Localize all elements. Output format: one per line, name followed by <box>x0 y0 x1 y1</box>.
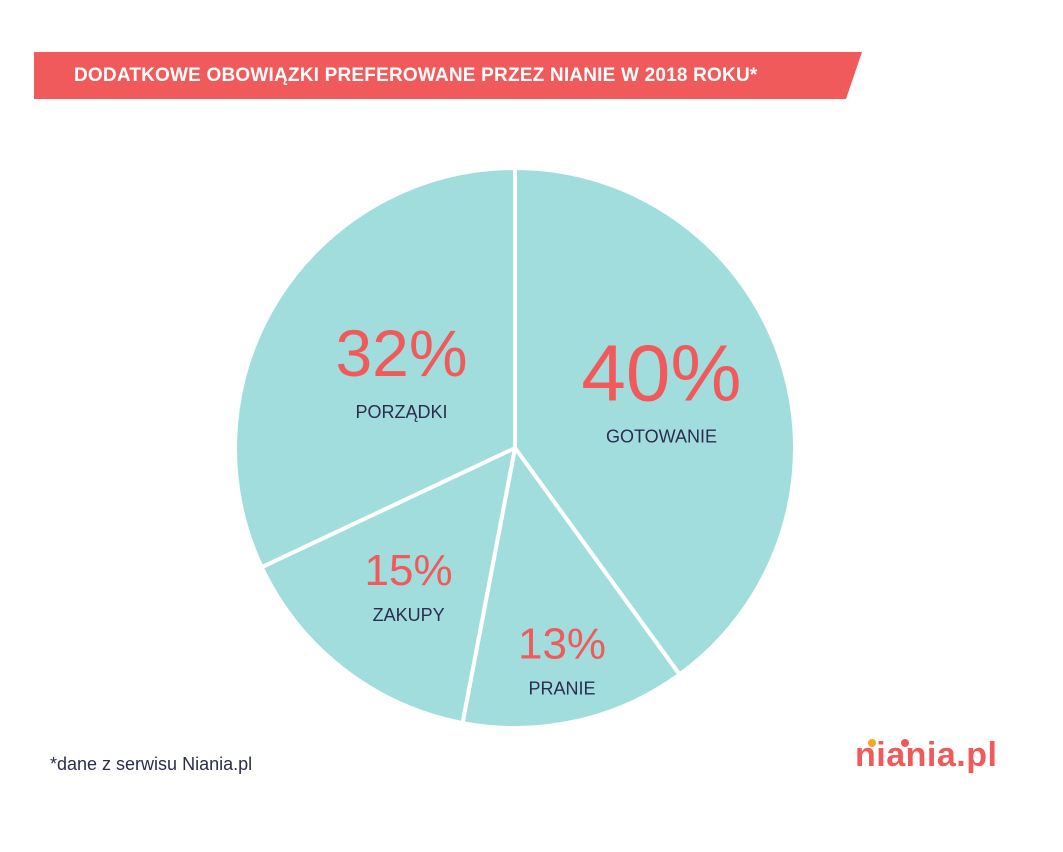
slice-label-gotowanie: GOTOWANIE <box>606 426 717 446</box>
title-banner-shape <box>34 52 862 99</box>
footnote: *dane z serwisu Niania.pl <box>50 754 253 774</box>
pie-slice-pranie <box>460 446 682 730</box>
slice-label-pranie: PRANIE <box>529 678 596 698</box>
slice-label-porządki: PORZĄDKI <box>356 402 448 422</box>
pie-slice-porządki <box>233 166 517 570</box>
pie-slice-zakupy <box>259 446 517 726</box>
slice-percent-gotowanie: 40% <box>581 328 741 417</box>
slice-percent-porządki: 32% <box>335 316 467 390</box>
chart-title: DODATKOWE OBOWIĄZKI PREFEROWANE PRZEZ NI… <box>74 65 758 86</box>
pie-slice-gotowanie <box>513 166 797 677</box>
logo-text: niania.pl <box>855 736 998 774</box>
slice-percent-zakupy: 15% <box>365 546 453 595</box>
title-banner: DODATKOWE OBOWIĄZKI PREFEROWANE PRZEZ NI… <box>34 52 864 99</box>
slice-label-zakupy: ZAKUPY <box>373 605 445 625</box>
logo-dot-orange <box>868 739 876 747</box>
logo-dot-red <box>901 739 909 747</box>
slice-percent-pranie: 13% <box>518 619 606 668</box>
logo: niania.pl <box>855 736 997 775</box>
